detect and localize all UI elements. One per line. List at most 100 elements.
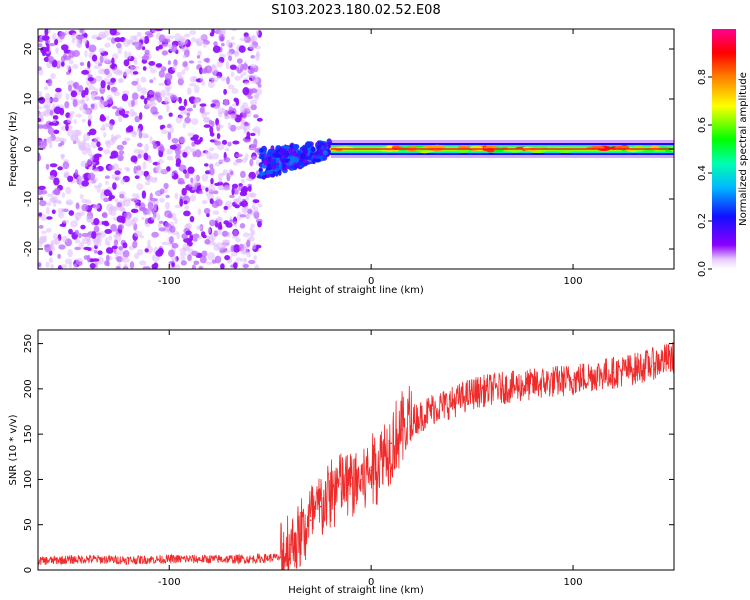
colorbar-tick-label: 0.8 <box>697 69 708 85</box>
noise-blob <box>201 250 208 257</box>
noise-blob <box>213 106 219 110</box>
noise-blob <box>73 263 78 269</box>
noise-blob <box>218 221 222 229</box>
y-tick-label: -20 <box>23 241 34 257</box>
noise-blob <box>43 86 49 91</box>
noise-blob <box>50 195 59 203</box>
noise-blob <box>131 216 139 223</box>
tone-blob <box>301 147 308 155</box>
noise-blob <box>74 229 80 236</box>
noise-blob <box>122 250 130 258</box>
noise-blob <box>148 61 156 66</box>
noise-blob <box>94 96 102 100</box>
noise-blob <box>252 242 257 250</box>
noise-blob <box>229 64 237 70</box>
noise-blob <box>201 173 209 182</box>
noise-blob <box>228 55 233 62</box>
noise-blob <box>160 169 168 174</box>
noise-blob <box>87 77 94 82</box>
colorbar-label: Normalized spectral amplitude <box>738 72 749 226</box>
tone-peak <box>429 147 443 152</box>
noise-blob <box>234 204 240 209</box>
noise-blob <box>227 84 235 90</box>
snr-point <box>592 374 594 377</box>
noise-blob <box>38 66 42 71</box>
noise-blob <box>141 46 146 51</box>
colorbar-ticks: 0.0 0.2 0.4 0.6 0.8 <box>697 69 712 277</box>
noise-blob <box>174 204 182 209</box>
noise-blob <box>230 29 238 32</box>
noise-blob <box>209 163 214 169</box>
noise-blob <box>205 187 209 192</box>
noise-blob <box>38 124 44 129</box>
noise-blob <box>236 212 242 221</box>
noise-blob <box>68 84 72 92</box>
noise-blob <box>209 126 214 134</box>
noise-blob <box>242 63 248 71</box>
noise-blob <box>149 79 154 84</box>
noise-blob <box>206 151 212 160</box>
noise-blob <box>59 223 66 227</box>
noise-blob <box>122 113 129 118</box>
noise-blob <box>189 148 196 153</box>
noise-blob <box>161 241 170 246</box>
noise-blob <box>132 240 138 249</box>
noise-blob <box>41 35 50 41</box>
noise-blob <box>79 145 86 151</box>
noise-blob <box>94 136 101 142</box>
noise-blob <box>147 208 152 216</box>
noise-blob <box>76 39 81 48</box>
noise-blob <box>119 106 123 111</box>
noise-blob <box>46 216 53 220</box>
noise-blob <box>194 139 202 145</box>
snr-point <box>249 558 251 560</box>
noise-blob <box>183 98 188 107</box>
noise-blob <box>193 260 200 266</box>
noise-blob <box>66 71 71 75</box>
tone-blob <box>299 160 303 165</box>
tone-peak <box>458 145 470 150</box>
noise-blob <box>131 80 138 86</box>
noise-blob <box>144 31 153 36</box>
noise-blob <box>116 144 124 151</box>
noise-blob <box>38 111 47 117</box>
noise-blob <box>162 43 171 48</box>
noise-blob <box>62 235 68 243</box>
noise-blob <box>137 249 144 256</box>
noise-blob <box>241 200 249 208</box>
noise-blob <box>177 180 186 185</box>
noise-blob <box>91 140 99 149</box>
noise-blob <box>212 78 219 83</box>
noise-blob <box>223 184 231 191</box>
noise-blob <box>83 133 90 142</box>
noise-blob <box>54 187 61 196</box>
noise-blob <box>201 81 206 86</box>
noise-blob <box>136 31 142 37</box>
noise-blob <box>147 239 151 248</box>
noise-blob <box>236 58 243 64</box>
noise-blob <box>140 76 147 83</box>
noise-blob <box>199 106 205 114</box>
snr-frame <box>37 329 675 571</box>
noise-blob <box>41 230 47 235</box>
noise-blob <box>241 246 249 255</box>
noise-blob <box>156 213 161 221</box>
noise-blob <box>169 125 174 134</box>
noise-blob <box>176 71 182 78</box>
noise-blob <box>233 188 239 195</box>
noise-blob <box>134 230 142 238</box>
noise-blob <box>157 161 161 167</box>
snr-ylabel: SNR (10 * v/v) <box>8 414 19 485</box>
noise-blob <box>105 247 114 254</box>
noise-blob <box>143 170 150 176</box>
noise-blob <box>184 33 191 38</box>
noise-blob <box>249 227 254 232</box>
x-tick-label: 0 <box>368 276 374 287</box>
colorbar-tick-label: 0.2 <box>697 213 708 229</box>
noise-blob <box>152 143 158 150</box>
noise-blob <box>151 263 157 269</box>
noise-blob <box>95 241 102 247</box>
noise-blob <box>129 261 135 269</box>
noise-blob <box>170 94 178 101</box>
